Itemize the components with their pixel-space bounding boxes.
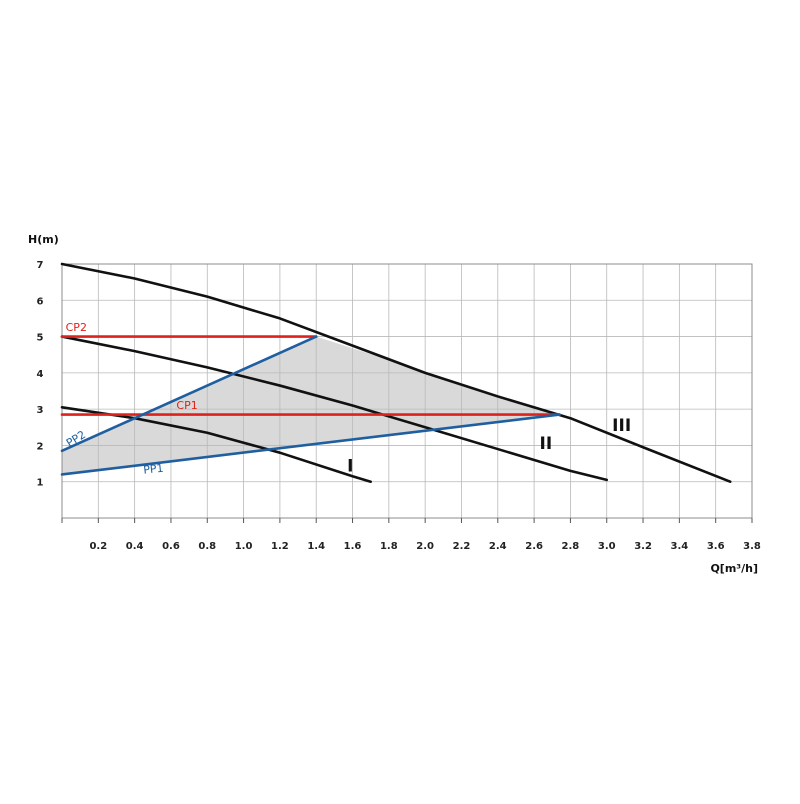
x-tick-label-10: 2.2 bbox=[453, 541, 471, 552]
x-tick-label-17: 3.6 bbox=[707, 541, 725, 552]
x-tick-label-4: 1.0 bbox=[235, 541, 253, 552]
line-label-PP1: PP1 bbox=[143, 462, 165, 477]
x-tick-label-5: 1.2 bbox=[271, 541, 289, 552]
operating-area-layer bbox=[62, 336, 560, 475]
x-tick-label-1: 0.4 bbox=[126, 541, 144, 552]
x-tick-label-6: 1.4 bbox=[307, 541, 325, 552]
x-tick-label-0: 0.2 bbox=[89, 541, 107, 552]
x-tick-label-11: 2.4 bbox=[489, 541, 507, 552]
series-line-i bbox=[60, 406, 372, 484]
line-label-CP2: CP2 bbox=[66, 321, 87, 334]
y-tick-label-4: 5 bbox=[37, 333, 44, 344]
x-tick-label-15: 3.2 bbox=[634, 541, 652, 552]
operating-area bbox=[62, 336, 560, 475]
x-tick-label-9: 2.0 bbox=[416, 541, 434, 552]
y-tick-label-1: 2 bbox=[37, 441, 44, 452]
x-tick-label-7: 1.6 bbox=[344, 541, 362, 552]
x-tick-label-18: 3.8 bbox=[743, 541, 761, 552]
label-layer: H(m) Q[m³/h] I II III CP2 CP1 PP2 PP1 bbox=[28, 233, 758, 575]
x-tick-label-12: 2.6 bbox=[525, 541, 543, 552]
series-line-pp2 bbox=[60, 335, 318, 453]
curve-label-III: III bbox=[612, 416, 631, 436]
x-tick-label-16: 3.4 bbox=[671, 541, 689, 552]
line-label-CP1: CP1 bbox=[176, 399, 197, 412]
y-tick-label-6: 7 bbox=[37, 260, 44, 271]
x-tick-label-2: 0.6 bbox=[162, 541, 180, 552]
series-line-iii bbox=[60, 262, 732, 484]
x-tick-label-13: 2.8 bbox=[562, 541, 580, 552]
curve-label-I: I bbox=[347, 457, 353, 477]
x-tick-label-3: 0.8 bbox=[198, 541, 216, 552]
x-tick-label-14: 3.0 bbox=[598, 541, 616, 552]
series-line-ii bbox=[60, 335, 609, 482]
y-tick-label-5: 6 bbox=[37, 296, 44, 307]
y-axis-title: H(m) bbox=[28, 233, 59, 246]
series-line-pp1 bbox=[60, 413, 561, 476]
y-tick-label-0: 1 bbox=[37, 478, 44, 489]
y-tick-label-2: 3 bbox=[37, 405, 44, 416]
plot-frame bbox=[61, 263, 753, 519]
curve-label-II: II bbox=[540, 434, 553, 454]
y-tick-label-3: 4 bbox=[37, 369, 44, 380]
grid-layer bbox=[61, 263, 753, 519]
tick-layer: 0.2 0.4 0.6 0.8 1.0 1.2 1.4 1.6 1.8 2.0 2.2 2.4 2.6 2… bbox=[37, 260, 761, 552]
x-tick-label-8: 1.8 bbox=[380, 541, 398, 552]
x-axis-title: Q[m³/h] bbox=[710, 562, 758, 575]
series-layer bbox=[60, 262, 732, 484]
